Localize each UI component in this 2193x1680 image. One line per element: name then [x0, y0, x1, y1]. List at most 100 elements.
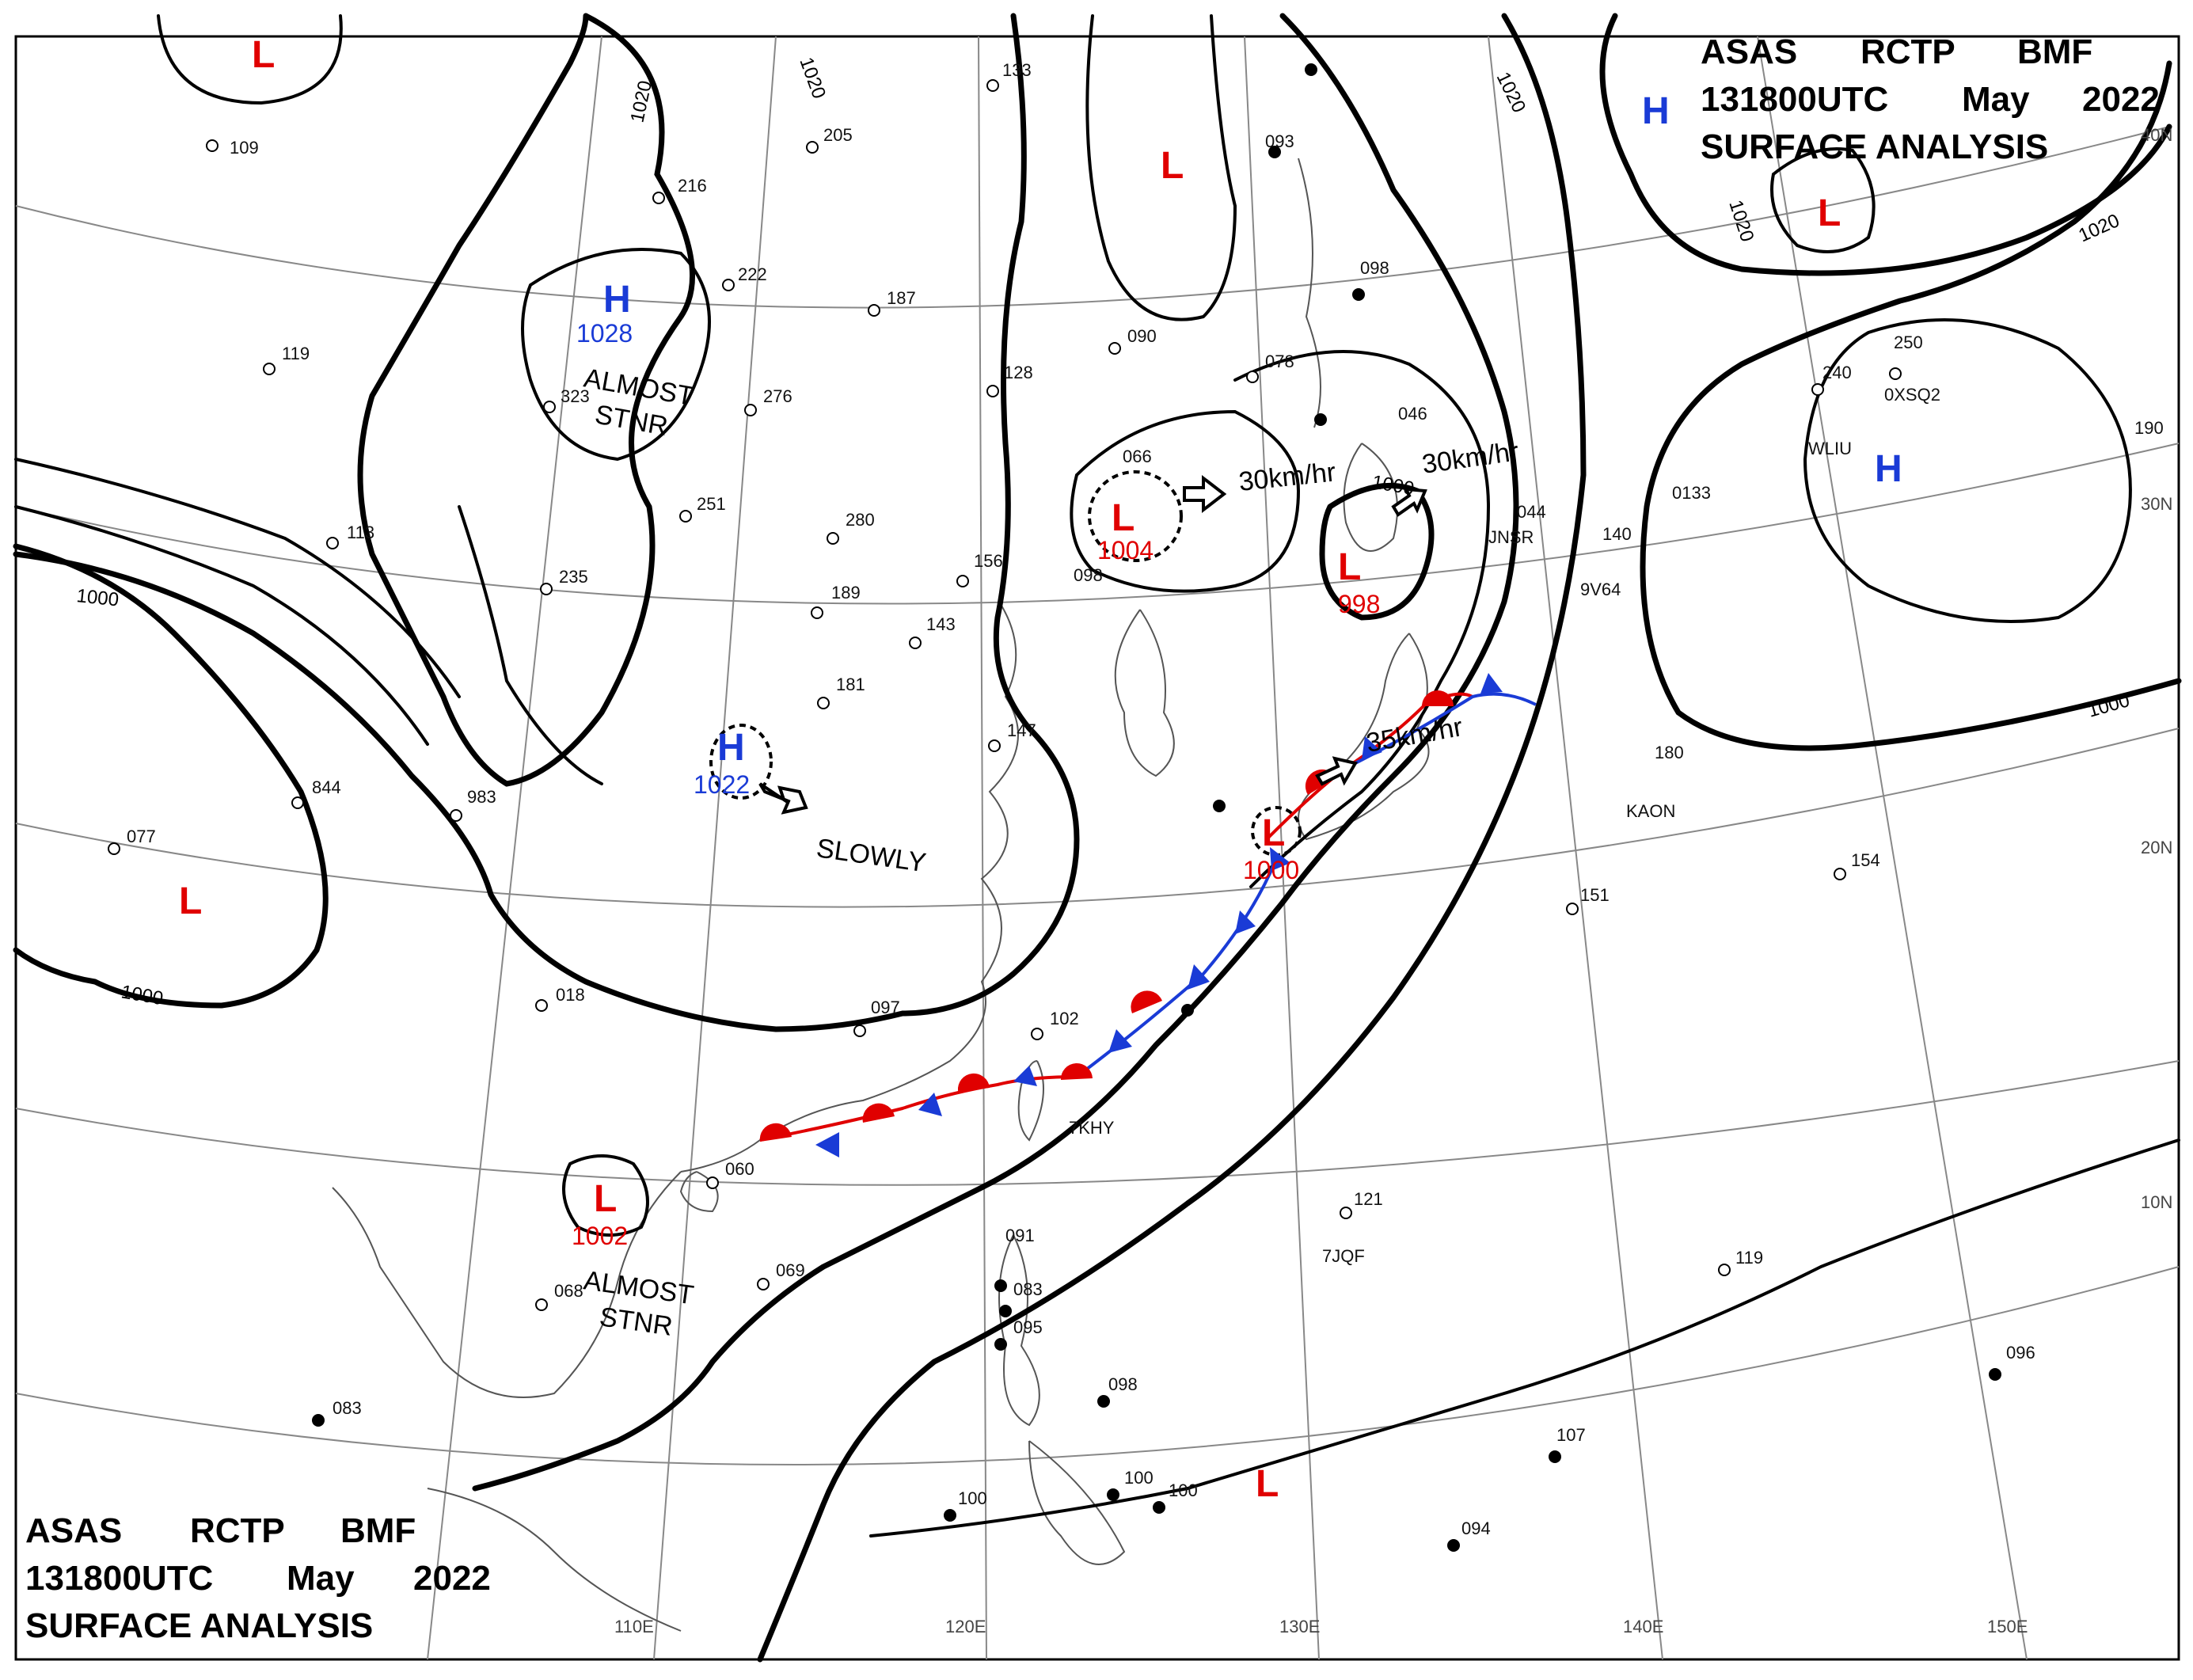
map-frame [14, 35, 2180, 1661]
isobar-1020-east-big [757, 13, 1587, 1663]
high-pressure-value-1028: 1028 [576, 319, 633, 348]
low-center-tibet: L [179, 880, 202, 922]
lon-lat-labels: 110E 120E 130E 140E 150E 40N 30N 20N 10N [614, 125, 2172, 1636]
isobar-1020-mongolia-outer [357, 13, 695, 787]
warm-front-symbols [759, 690, 1454, 1142]
svg-text:100: 100 [1169, 1480, 1198, 1500]
isobar-1020-japan-outer [472, 13, 1519, 1492]
isobar-1020-low-north [1085, 14, 1237, 321]
isobar-1020-east-low [1770, 147, 1876, 253]
svg-text:151: 151 [1580, 885, 1610, 905]
low-pressure-value-1002: 1002 [572, 1222, 628, 1250]
low-pressure-value-1004: 1004 [1097, 536, 1154, 564]
svg-text:120E: 120E [945, 1617, 986, 1636]
meridians [427, 36, 2028, 1660]
svg-text:SURFACE ANALYSIS: SURFACE ANALYSIS [1701, 127, 2048, 166]
svg-text:2022: 2022 [2082, 80, 2160, 119]
parallels [15, 126, 2180, 1465]
isobar-mongolia-inner [458, 505, 603, 785]
svg-text:156: 156 [974, 551, 1003, 571]
svg-text:276: 276 [763, 386, 792, 406]
svg-text:10N: 10N [2141, 1192, 2172, 1212]
low-center-philippine-sea: L [1256, 1463, 1279, 1505]
svg-text:RCTP: RCTP [190, 1511, 285, 1550]
isobar-1020-west-loop [13, 13, 1080, 1032]
high-center-north-pacific: H [1642, 90, 1670, 132]
svg-text:280: 280 [846, 510, 875, 530]
svg-text:133: 133 [1002, 60, 1032, 80]
svg-text:9V64: 9V64 [1580, 580, 1621, 599]
svg-text:ASAS: ASAS [1701, 32, 1797, 71]
svg-text:154: 154 [1851, 850, 1880, 870]
svg-text:097: 097 [871, 998, 900, 1017]
svg-text:RCTP: RCTP [1860, 32, 1955, 71]
isobar-1020-pacific [1640, 60, 2182, 751]
station-plots: 109 205 216 133 222 187 276 323 119 113 … [127, 60, 2164, 1538]
isobars [13, 13, 2182, 1663]
low-center-north: L [252, 34, 275, 76]
low-center-japan-sea: L [1338, 546, 1361, 588]
svg-text:128: 128 [1004, 363, 1033, 382]
isobar-siberia-low [157, 14, 343, 105]
svg-text:095: 095 [1013, 1317, 1043, 1337]
philippines-luzon [998, 1234, 1040, 1427]
low-center-gulf-tonkin: L [594, 1178, 617, 1220]
svg-text:098: 098 [1074, 565, 1103, 585]
isobar-998-loop [1319, 482, 1435, 621]
svg-text:251: 251 [697, 494, 726, 514]
svg-text:143: 143 [926, 614, 956, 634]
svg-text:069: 069 [776, 1260, 805, 1280]
station-markers [108, 79, 1902, 1311]
svg-text:109: 109 [230, 138, 259, 158]
china-coast [680, 601, 1019, 1173]
svg-text:077: 077 [127, 827, 156, 846]
svg-text:044: 044 [1517, 502, 1546, 522]
svg-text:131800UTC: 131800UTC [25, 1559, 213, 1598]
svg-text:131800UTC: 131800UTC [1701, 80, 1888, 119]
svg-text:BMF: BMF [2017, 32, 2092, 71]
svg-text:180: 180 [1655, 743, 1684, 762]
svg-text:ASAS: ASAS [25, 1511, 122, 1550]
svg-text:7JQF: 7JQF [1322, 1246, 1365, 1266]
svg-text:113: 113 [347, 523, 374, 542]
svg-text:30N: 30N [2141, 494, 2172, 514]
svg-text:216: 216 [678, 176, 707, 196]
low-pressure-value-1000: 1000 [1243, 856, 1299, 884]
svg-text:1000: 1000 [75, 585, 120, 610]
svg-text:7KHY: 7KHY [1069, 1118, 1115, 1138]
svg-text:083: 083 [1013, 1279, 1043, 1299]
svg-text:2022: 2022 [413, 1559, 491, 1598]
svg-text:SURFACE ANALYSIS: SURFACE ANALYSIS [25, 1606, 373, 1645]
svg-text:130E: 130E [1279, 1617, 1320, 1636]
svg-text:140E: 140E [1623, 1617, 1663, 1636]
low-center-okhotsk: L [1161, 145, 1184, 187]
svg-text:147: 147 [1007, 720, 1036, 740]
svg-text:096: 096 [2006, 1343, 2035, 1363]
svg-text:KAON: KAON [1626, 801, 1675, 821]
station-markers-filled [312, 63, 2001, 1552]
svg-text:068: 068 [554, 1281, 583, 1301]
svg-text:222: 222 [738, 264, 767, 284]
svg-text:121: 121 [1354, 1189, 1383, 1209]
svg-text:090: 090 [1127, 326, 1157, 346]
high-center-pacific: H [1875, 448, 1902, 490]
indochina [332, 1171, 682, 1398]
svg-text:190: 190 [2134, 418, 2164, 438]
isobar-1000-west [13, 543, 329, 1009]
svg-text:091: 091 [1005, 1226, 1035, 1245]
svg-text:JNSR: JNSR [1488, 527, 1534, 547]
isobar-1004-loop [1070, 409, 1301, 593]
svg-text:181: 181 [836, 675, 865, 694]
isobar-west-inner-2 [14, 458, 461, 698]
svg-text:100: 100 [958, 1488, 987, 1508]
svg-text:983: 983 [467, 787, 496, 807]
svg-text:150E: 150E [1987, 1617, 2028, 1636]
svg-text:078: 078 [1265, 352, 1294, 371]
svg-text:066: 066 [1123, 447, 1152, 466]
svg-text:119: 119 [282, 344, 310, 363]
svg-text:102: 102 [1050, 1009, 1079, 1028]
isobar-1028-loop [521, 248, 711, 462]
low-center-aleutian: L [1818, 192, 1841, 234]
svg-text:083: 083 [333, 1398, 362, 1418]
